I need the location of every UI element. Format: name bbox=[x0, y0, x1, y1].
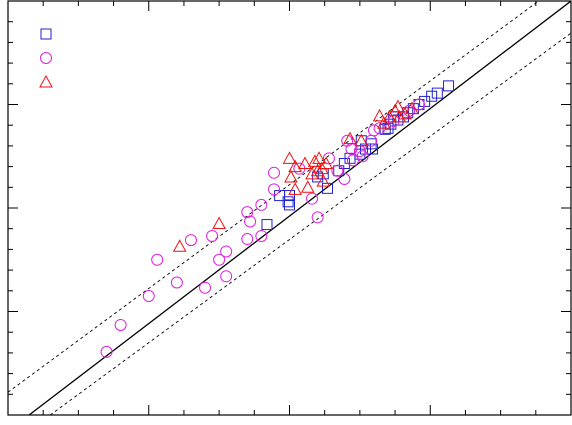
point bbox=[312, 151, 326, 164]
point bbox=[288, 159, 302, 173]
point bbox=[372, 108, 387, 122]
point bbox=[220, 270, 233, 283]
point bbox=[100, 345, 113, 358]
point bbox=[382, 109, 397, 123]
point bbox=[316, 174, 331, 187]
point bbox=[284, 169, 298, 183]
point bbox=[184, 234, 197, 247]
point bbox=[282, 151, 297, 164]
point bbox=[379, 123, 391, 135]
point bbox=[310, 163, 325, 177]
legend-marker bbox=[40, 52, 52, 64]
point bbox=[241, 206, 254, 219]
point bbox=[212, 216, 226, 230]
legend-marker bbox=[39, 74, 53, 88]
point bbox=[268, 166, 281, 179]
point bbox=[405, 101, 419, 115]
point bbox=[367, 124, 380, 137]
point bbox=[354, 133, 369, 147]
point bbox=[307, 154, 322, 167]
point bbox=[343, 131, 357, 145]
point bbox=[213, 253, 226, 266]
point bbox=[367, 143, 379, 155]
point bbox=[255, 198, 268, 211]
point bbox=[306, 192, 319, 205]
point bbox=[346, 154, 359, 167]
point bbox=[331, 164, 344, 177]
reference-line bbox=[8, 1, 539, 393]
point bbox=[282, 196, 294, 208]
point bbox=[300, 180, 315, 193]
point bbox=[255, 229, 268, 242]
legend-marker bbox=[40, 28, 52, 40]
point bbox=[311, 211, 324, 224]
point bbox=[431, 87, 443, 99]
point bbox=[305, 166, 319, 180]
plot-area bbox=[8, 1, 571, 415]
point bbox=[114, 318, 127, 331]
point bbox=[391, 99, 405, 113]
point bbox=[322, 152, 335, 165]
point bbox=[244, 215, 257, 228]
point bbox=[376, 116, 391, 129]
point bbox=[199, 281, 212, 294]
point bbox=[220, 245, 233, 258]
point bbox=[284, 199, 295, 211]
point bbox=[170, 276, 183, 289]
point bbox=[443, 80, 455, 92]
point bbox=[298, 156, 312, 169]
point bbox=[172, 239, 187, 252]
point bbox=[206, 229, 219, 242]
reference-line bbox=[28, 1, 571, 415]
point bbox=[392, 109, 407, 123]
point bbox=[356, 150, 369, 163]
point bbox=[338, 157, 350, 169]
point bbox=[319, 156, 333, 169]
point bbox=[142, 289, 155, 302]
point bbox=[338, 173, 351, 186]
point bbox=[268, 183, 281, 196]
point bbox=[151, 253, 164, 266]
point bbox=[288, 182, 302, 195]
point bbox=[261, 219, 273, 231]
point bbox=[241, 233, 254, 246]
